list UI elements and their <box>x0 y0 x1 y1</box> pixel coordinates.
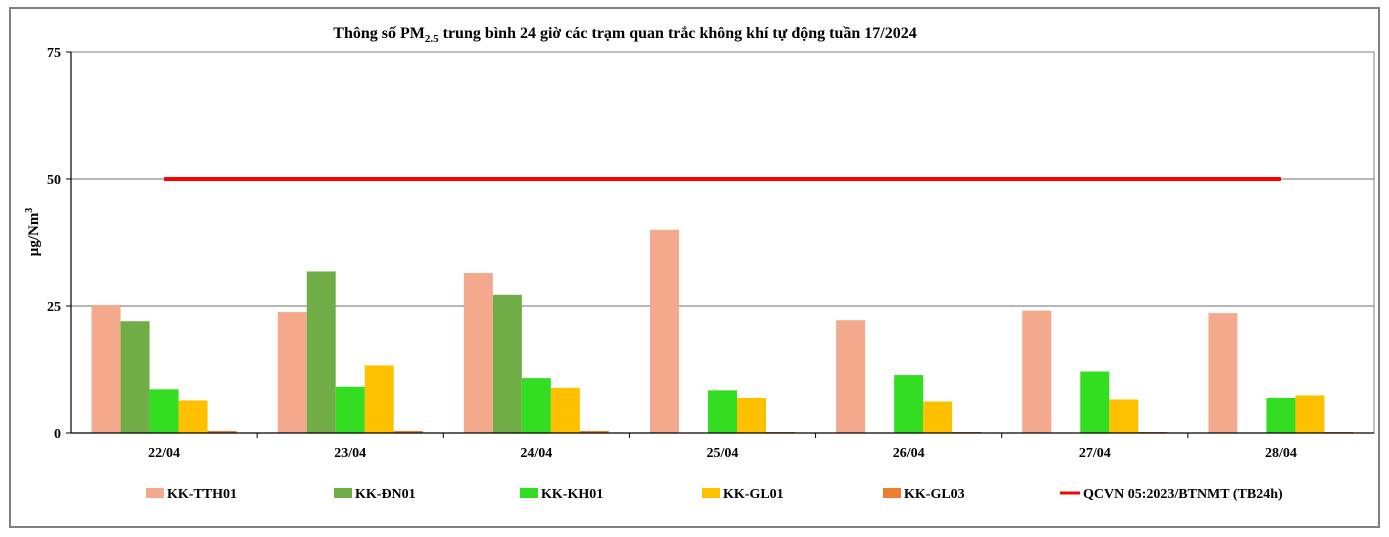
chart-title: Thông số PM2.5 trung bình 24 giờ các trạ… <box>333 25 916 45</box>
bar-KK-TTH01-23/04 <box>277 312 307 433</box>
plot-area <box>70 51 1375 434</box>
x-tick-label: 22/04 <box>148 446 180 461</box>
legend-label-KK-TTH01: KK-TTH01 <box>167 487 237 502</box>
bar-KK-KH01-28/04 <box>1266 397 1296 433</box>
x-tick-label: 24/04 <box>520 446 552 461</box>
bar-KK-TTH01-26/04 <box>836 320 866 433</box>
bar-KK-TTH01-22/04 <box>91 304 121 433</box>
legend-swatch-KK-ĐN01 <box>334 488 352 498</box>
x-tick-label: 28/04 <box>1265 446 1297 461</box>
bar-KK-KH01-25/04 <box>708 390 737 433</box>
legend-label-KK-GL03: KK-GL03 <box>904 487 965 502</box>
bar-KK-TTH01-25/04 <box>650 229 679 433</box>
legend-swatch-KK-KH01 <box>520 488 538 498</box>
bar-KK-KH01-23/04 <box>335 386 365 433</box>
legend-label-QCVN 05:2023/BTNMT (TB24h): QCVN 05:2023/BTNMT (TB24h) <box>1083 487 1283 502</box>
bar-KK-GL01-25/04 <box>737 397 766 433</box>
bar-KK-ĐN01-24/04 <box>492 294 522 433</box>
legend-label-KK-ĐN01: KK-ĐN01 <box>355 487 416 502</box>
bar-KK-TTH01-27/04 <box>1022 310 1052 433</box>
bar-KK-TTH01-24/04 <box>463 272 493 433</box>
bar-KK-TTH01-28/04 <box>1208 313 1238 433</box>
y-tick-label: 0 <box>54 427 61 442</box>
bar-KK-KH01-22/04 <box>149 389 179 433</box>
bar-KK-GL01-24/04 <box>550 387 580 433</box>
bar-KK-ĐN01-22/04 <box>120 321 150 433</box>
legend-label-KK-GL01: KK-GL01 <box>723 487 784 502</box>
bar-KK-GL03-22/04 <box>207 430 237 433</box>
bar-KK-GL01-22/04 <box>178 400 208 433</box>
legend-swatch-KK-GL03 <box>883 488 901 498</box>
legend-swatch-KK-GL01 <box>702 488 720 498</box>
bar-KK-ĐN01-23/04 <box>306 271 336 433</box>
x-tick-label: 27/04 <box>1079 446 1111 461</box>
x-tick-label: 23/04 <box>334 446 366 461</box>
x-tick-label: 26/04 <box>893 446 925 461</box>
bar-KK-GL01-23/04 <box>364 365 394 433</box>
bar-KK-GL01-28/04 <box>1295 395 1325 433</box>
x-tick-label: 25/04 <box>707 446 739 461</box>
bar-KK-GL01-26/04 <box>923 401 953 433</box>
y-tick-label: 75 <box>47 46 61 61</box>
legend-swatch-KK-TTH01 <box>146 488 164 498</box>
bar-KK-KH01-26/04 <box>894 375 924 433</box>
y-tick-label: 25 <box>47 300 61 315</box>
bar-KK-GL03-23/04 <box>393 430 423 433</box>
bar-KK-GL03-24/04 <box>579 430 609 433</box>
chart-frame <box>9 7 1380 528</box>
y-axis-label: µg/Nm3 <box>24 208 42 257</box>
legend-label-KK-KH01: KK-KH01 <box>541 487 603 502</box>
bar-KK-KH01-27/04 <box>1080 371 1110 433</box>
bar-KK-KH01-24/04 <box>521 378 551 433</box>
bar-KK-GL01-27/04 <box>1109 399 1139 433</box>
y-tick-label: 50 <box>47 173 61 188</box>
